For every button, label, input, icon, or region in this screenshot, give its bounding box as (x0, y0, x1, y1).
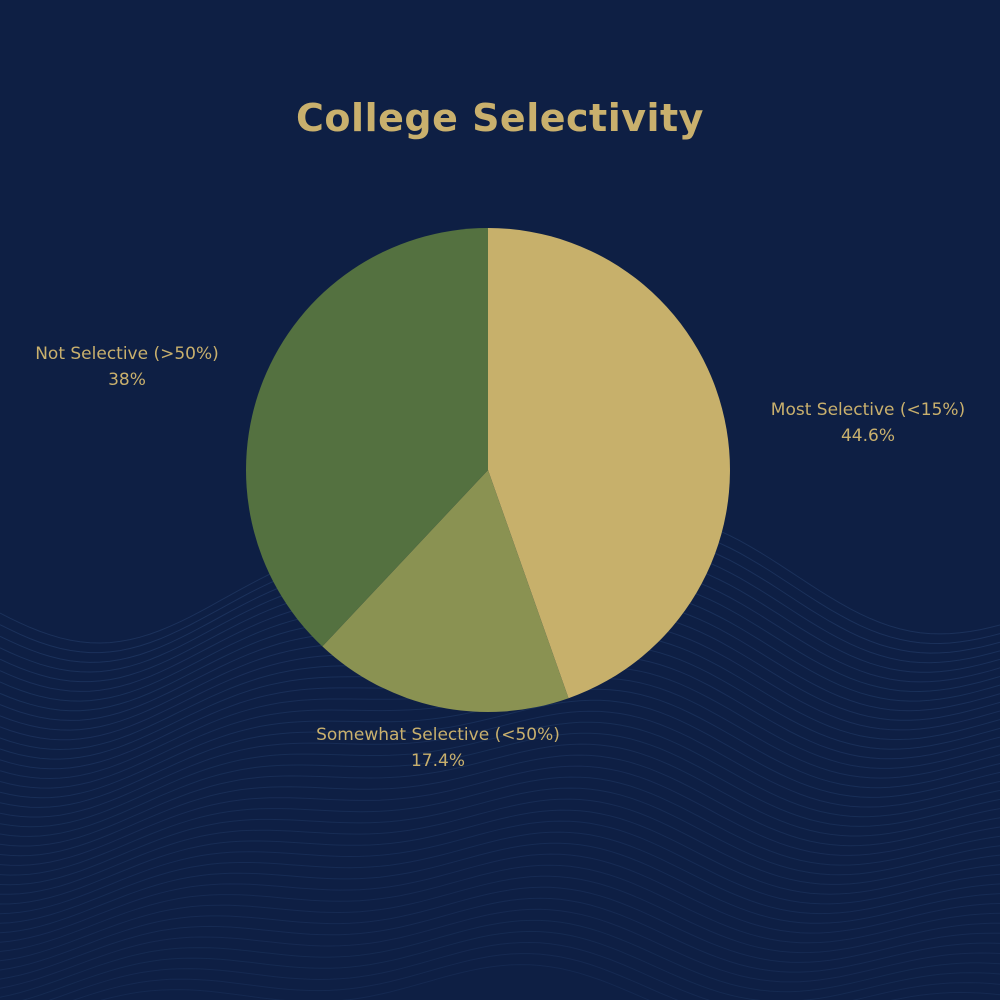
slice-label-not-selective: Not Selective (>50%) 38% (22, 341, 232, 393)
wave-line (0, 908, 1000, 989)
wave-line (0, 864, 1000, 952)
wave-line (72, 953, 1000, 1000)
wave-line (0, 897, 1000, 980)
wave-line (0, 820, 1000, 915)
wave-line (100, 964, 650, 1000)
slice-label-most-selective: Most Selective (<15%) 44.6% (768, 397, 968, 449)
chart-title: College Selectivity (296, 96, 704, 140)
wave-line (22, 930, 1000, 1000)
wave-line (0, 743, 1000, 847)
wave-line (0, 798, 1000, 895)
wave-line (0, 754, 1000, 857)
wave-line (0, 776, 1000, 876)
pie-slice-not-selective (246, 227, 488, 647)
wave-line (0, 787, 1000, 886)
slice-label-most-selective-value: 44.6% (840, 426, 895, 446)
wave-line (0, 710, 1000, 818)
wave-line (0, 721, 1000, 828)
wave-line (0, 831, 1000, 924)
wave-line (0, 809, 1000, 905)
wave-line (0, 842, 1000, 934)
slice-label-somewhat-selective: Somewhat Selective (<50%) 17.4% (288, 722, 588, 774)
wave-line (0, 919, 1000, 998)
slice-label-not-selective-name: Not Selective (>50%) (35, 344, 219, 364)
slice-label-somewhat-selective-value: 17.4% (410, 751, 465, 771)
wave-line (0, 853, 1000, 943)
slice-label-somewhat-selective-name: Somewhat Selective (<50%) (316, 725, 560, 745)
wave-line (0, 886, 1000, 971)
wave-line (0, 875, 1000, 962)
slice-label-not-selective-value: 38% (108, 370, 146, 390)
wave-line (0, 732, 1000, 837)
wave-line (48, 941, 1000, 1000)
wave-line (0, 765, 1000, 866)
pie-slice-somewhat-selective (322, 470, 569, 712)
pie-slice-most-selective (488, 228, 730, 699)
wave-line (0, 699, 1000, 808)
slice-label-most-selective-name: Most Selective (<15%) (770, 400, 966, 420)
